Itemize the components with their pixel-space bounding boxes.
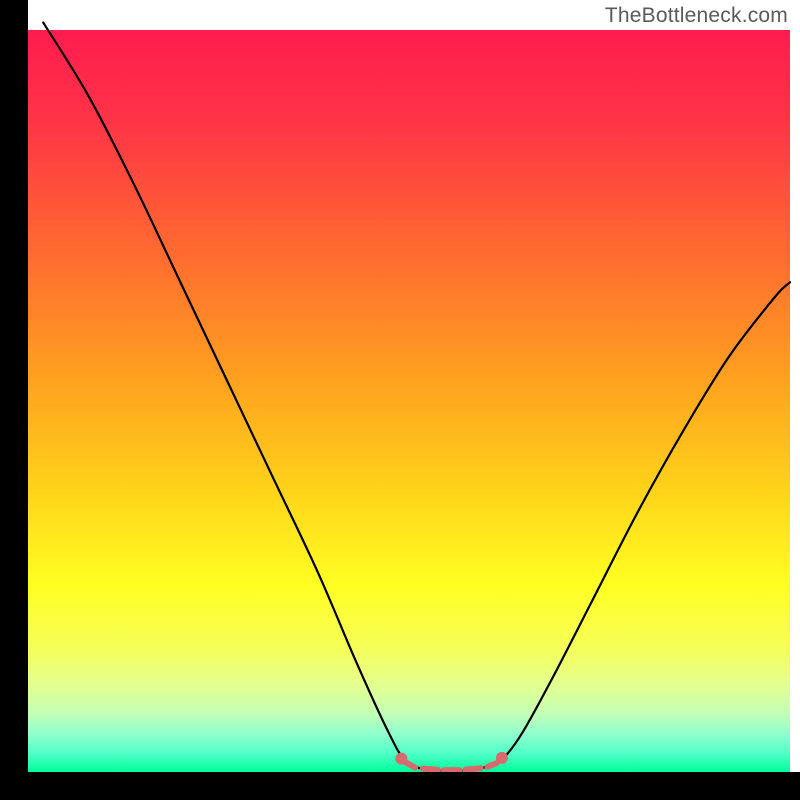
frame-left-border [0, 0, 28, 800]
frame-bottom-border [0, 772, 800, 800]
watermark-text: TheBottleneck.com [605, 4, 788, 28]
plot-background [28, 30, 790, 772]
bottleneck-chart [0, 0, 800, 800]
